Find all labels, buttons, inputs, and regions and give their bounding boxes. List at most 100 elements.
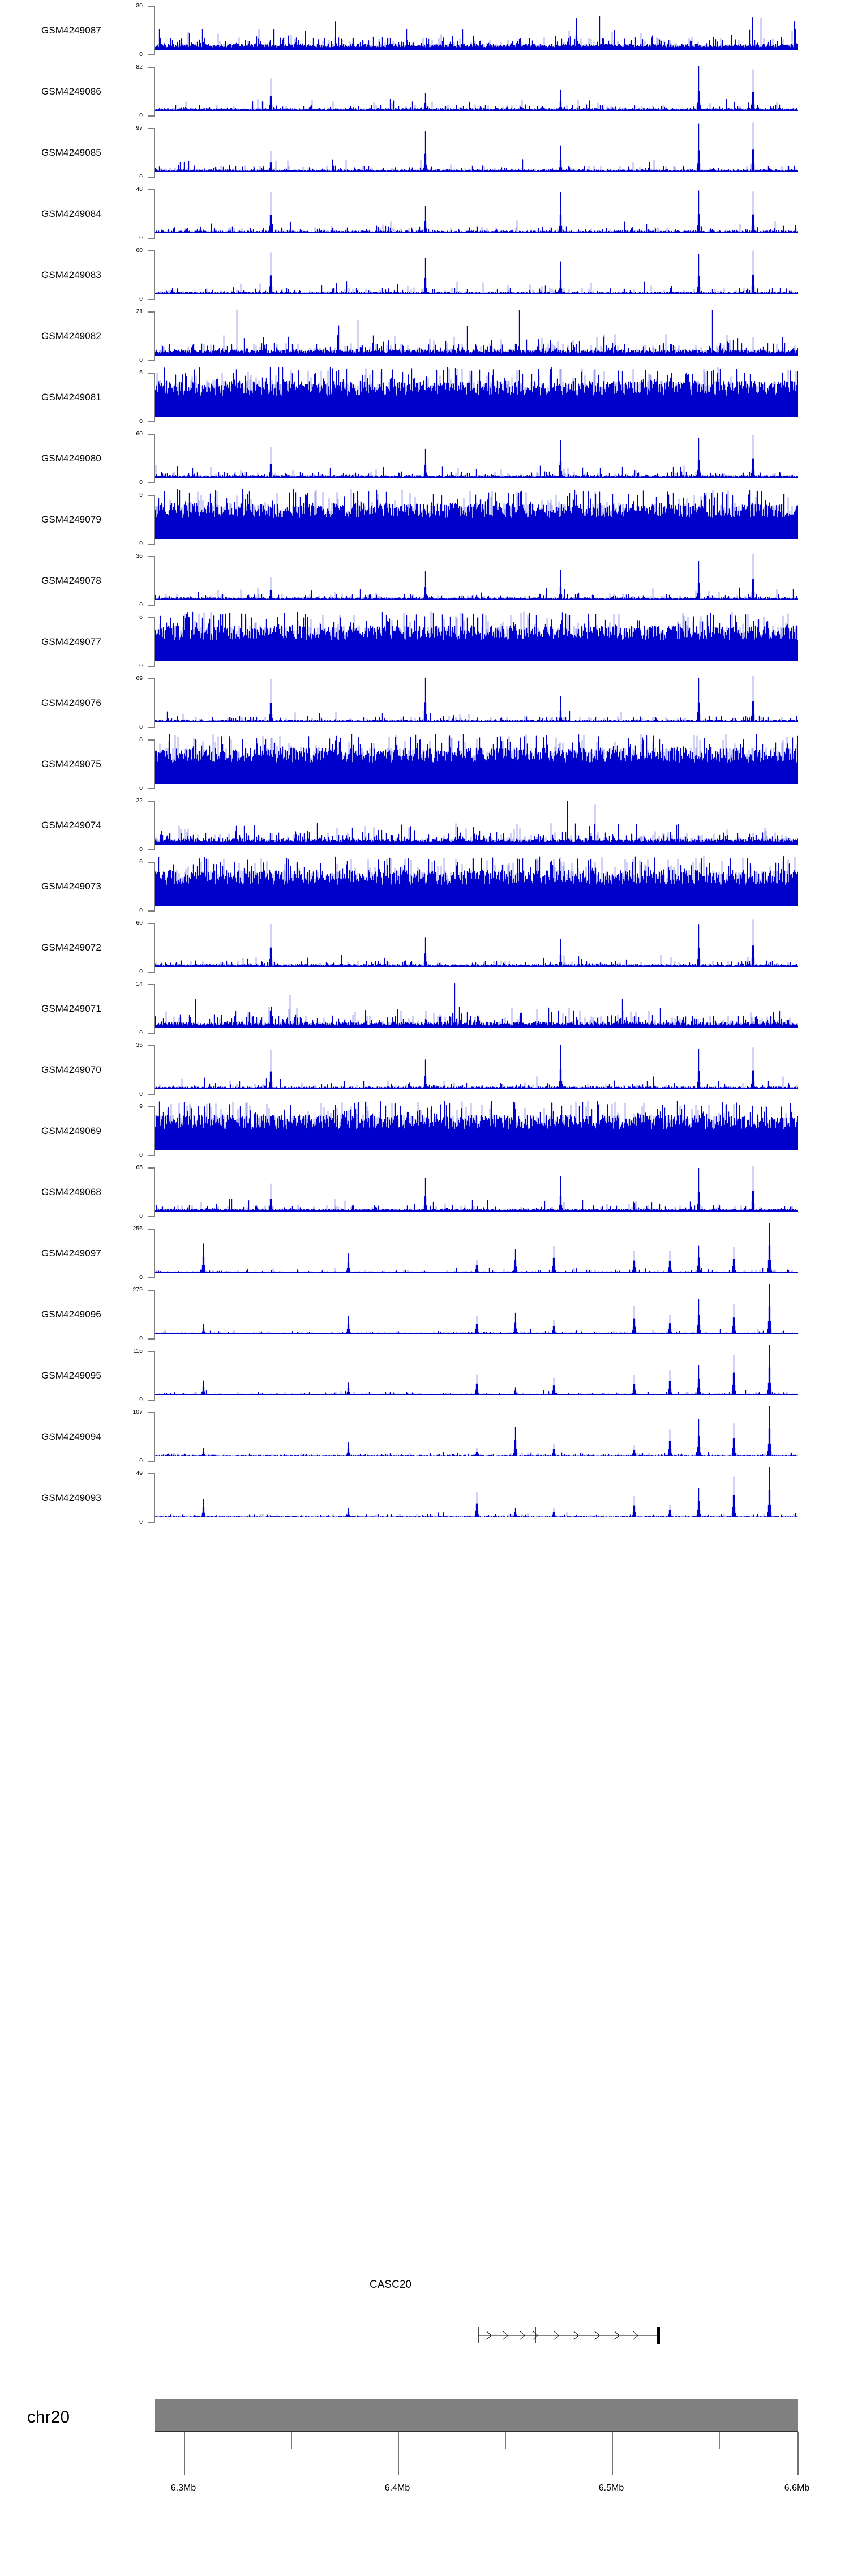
coverage-plot[interactable] (155, 734, 798, 784)
coverage-track[interactable]: GSM4249095 115 0 (0, 1345, 849, 1406)
coverage-track[interactable]: GSM4249069 9 0 (0, 1101, 849, 1162)
track-axis: 60 0 (0, 920, 849, 974)
coverage-plot[interactable] (155, 673, 798, 722)
chromosome-ideogram-bar[interactable] (155, 2399, 798, 2432)
coverage-plot[interactable] (155, 550, 798, 600)
coverage-track[interactable]: GSM4249083 60 0 (0, 245, 849, 306)
coverage-track[interactable]: GSM4249084 48 0 (0, 183, 849, 245)
y-axis-tick-min (148, 54, 154, 55)
y-axis-tick-min (148, 115, 154, 117)
y-axis-max-label: 60 (136, 247, 143, 254)
coverage-track[interactable]: GSM4249081 5 0 (0, 367, 849, 428)
y-axis-max-label: 48 (136, 186, 143, 192)
y-axis-min-label: 0 (139, 234, 143, 241)
coverage-plot[interactable] (155, 917, 798, 967)
y-axis-spine (154, 495, 155, 545)
y-axis-max-label: 60 (136, 430, 143, 437)
y-axis-min-label: 0 (139, 785, 143, 791)
coverage-plot[interactable] (155, 489, 798, 539)
coverage-plot[interactable] (155, 61, 798, 111)
y-axis-tick-min (148, 727, 154, 728)
coverage-plot[interactable] (155, 306, 798, 356)
track-label: GSM4249082 (41, 331, 101, 341)
coverage-plot[interactable] (155, 1345, 798, 1395)
y-axis-spine (154, 189, 155, 239)
y-axis-max-label: 49 (136, 1470, 143, 1477)
y-axis-tick-min (148, 238, 154, 239)
coverage-track[interactable]: GSM4249071 14 0 (0, 978, 849, 1039)
coverage-track[interactable]: GSM4249073 6 0 (0, 856, 849, 917)
coverage-track[interactable]: GSM4249080 60 0 (0, 428, 849, 489)
y-axis-tick-min (148, 1338, 154, 1340)
coverage-plot[interactable] (155, 183, 798, 233)
coverage-track[interactable]: GSM4249082 21 0 (0, 306, 849, 367)
coverage-track[interactable]: GSM4249076 69 0 (0, 673, 849, 734)
y-axis-spine (154, 556, 155, 606)
y-axis-spine (154, 678, 155, 728)
track-axis: 107 0 (0, 1409, 849, 1464)
y-axis-max-label: 5 (139, 369, 143, 376)
y-axis-spine (154, 434, 155, 483)
coverage-plot[interactable] (155, 1162, 798, 1212)
coverage-plot[interactable] (155, 245, 798, 294)
y-axis-tick-max (148, 801, 154, 802)
y-axis-max-label: 14 (136, 981, 143, 987)
y-axis-tick-max (148, 250, 154, 251)
track-axis: 60 0 (0, 430, 849, 485)
coverage-track[interactable]: GSM4249074 22 0 (0, 795, 849, 856)
coverage-track[interactable]: GSM4249078 36 0 (0, 550, 849, 611)
coverage-plot[interactable] (155, 122, 798, 172)
coverage-track[interactable]: GSM4249097 256 0 (0, 1223, 849, 1284)
coverage-plot[interactable] (155, 1467, 798, 1517)
coverage-plot[interactable] (155, 1101, 798, 1150)
coverage-plot[interactable] (155, 1223, 798, 1273)
y-axis-max-label: 36 (136, 553, 143, 559)
coverage-track[interactable]: GSM4249072 60 0 (0, 917, 849, 978)
axis-tick-label: 6.3Mb (171, 2483, 196, 2493)
y-axis-tick-max (148, 1106, 154, 1107)
coverage-plot[interactable] (155, 795, 798, 845)
track-label: GSM4249094 (41, 1431, 101, 1442)
coverage-plot[interactable] (155, 1039, 798, 1089)
y-axis-tick-min (148, 849, 154, 850)
y-axis-min-label: 0 (139, 51, 143, 58)
y-axis-max-label: 21 (136, 308, 143, 315)
y-axis-tick-min (148, 1461, 154, 1462)
y-axis-min-label: 0 (139, 418, 143, 425)
coverage-track[interactable]: GSM4249087 30 0 (0, 0, 849, 61)
coverage-track[interactable]: GSM4249077 6 0 (0, 611, 849, 673)
coverage-track[interactable]: GSM4249075 8 0 (0, 734, 849, 795)
chromosome-label: chr20 (27, 2408, 70, 2427)
y-axis-tick-min (148, 544, 154, 545)
coverage-plot[interactable] (155, 367, 798, 417)
track-label: GSM4249095 (41, 1370, 101, 1381)
coverage-track[interactable]: GSM4249093 49 0 (0, 1467, 849, 1529)
coverage-plot[interactable] (155, 1406, 798, 1456)
coverage-plot[interactable] (155, 978, 798, 1028)
track-axis: 279 0 (0, 1287, 849, 1342)
coverage-plot[interactable] (155, 0, 798, 50)
coverage-track[interactable]: GSM4249068 65 0 (0, 1162, 849, 1223)
coverage-plot[interactable] (155, 611, 798, 661)
coverage-track[interactable]: GSM4249079 9 0 (0, 489, 849, 550)
coverage-track[interactable]: GSM4249094 107 0 (0, 1406, 849, 1467)
axis-tick-label: 6.5Mb (599, 2483, 624, 2493)
y-axis-min-label: 0 (139, 907, 143, 914)
y-axis-max-label: 115 (133, 1347, 143, 1354)
y-axis-tick-max (148, 923, 154, 924)
y-axis-tick-min (148, 1277, 154, 1278)
y-axis-min-label: 0 (139, 1335, 143, 1342)
track-axis: 36 0 (0, 553, 849, 607)
coverage-track[interactable]: GSM4249070 35 0 (0, 1039, 849, 1101)
track-axis: 256 0 (0, 1226, 849, 1280)
coverage-track[interactable]: GSM4249096 279 0 (0, 1284, 849, 1345)
coverage-plot[interactable] (155, 1284, 798, 1334)
coverage-plot[interactable] (155, 856, 798, 906)
y-axis-tick-max (148, 678, 154, 679)
y-axis-tick-min (148, 788, 154, 789)
coverage-track[interactable]: GSM4249085 97 0 (0, 122, 849, 183)
coverage-track[interactable]: GSM4249086 82 0 (0, 61, 849, 122)
track-axis: 22 0 (0, 798, 849, 852)
coverage-plot[interactable] (155, 428, 798, 478)
